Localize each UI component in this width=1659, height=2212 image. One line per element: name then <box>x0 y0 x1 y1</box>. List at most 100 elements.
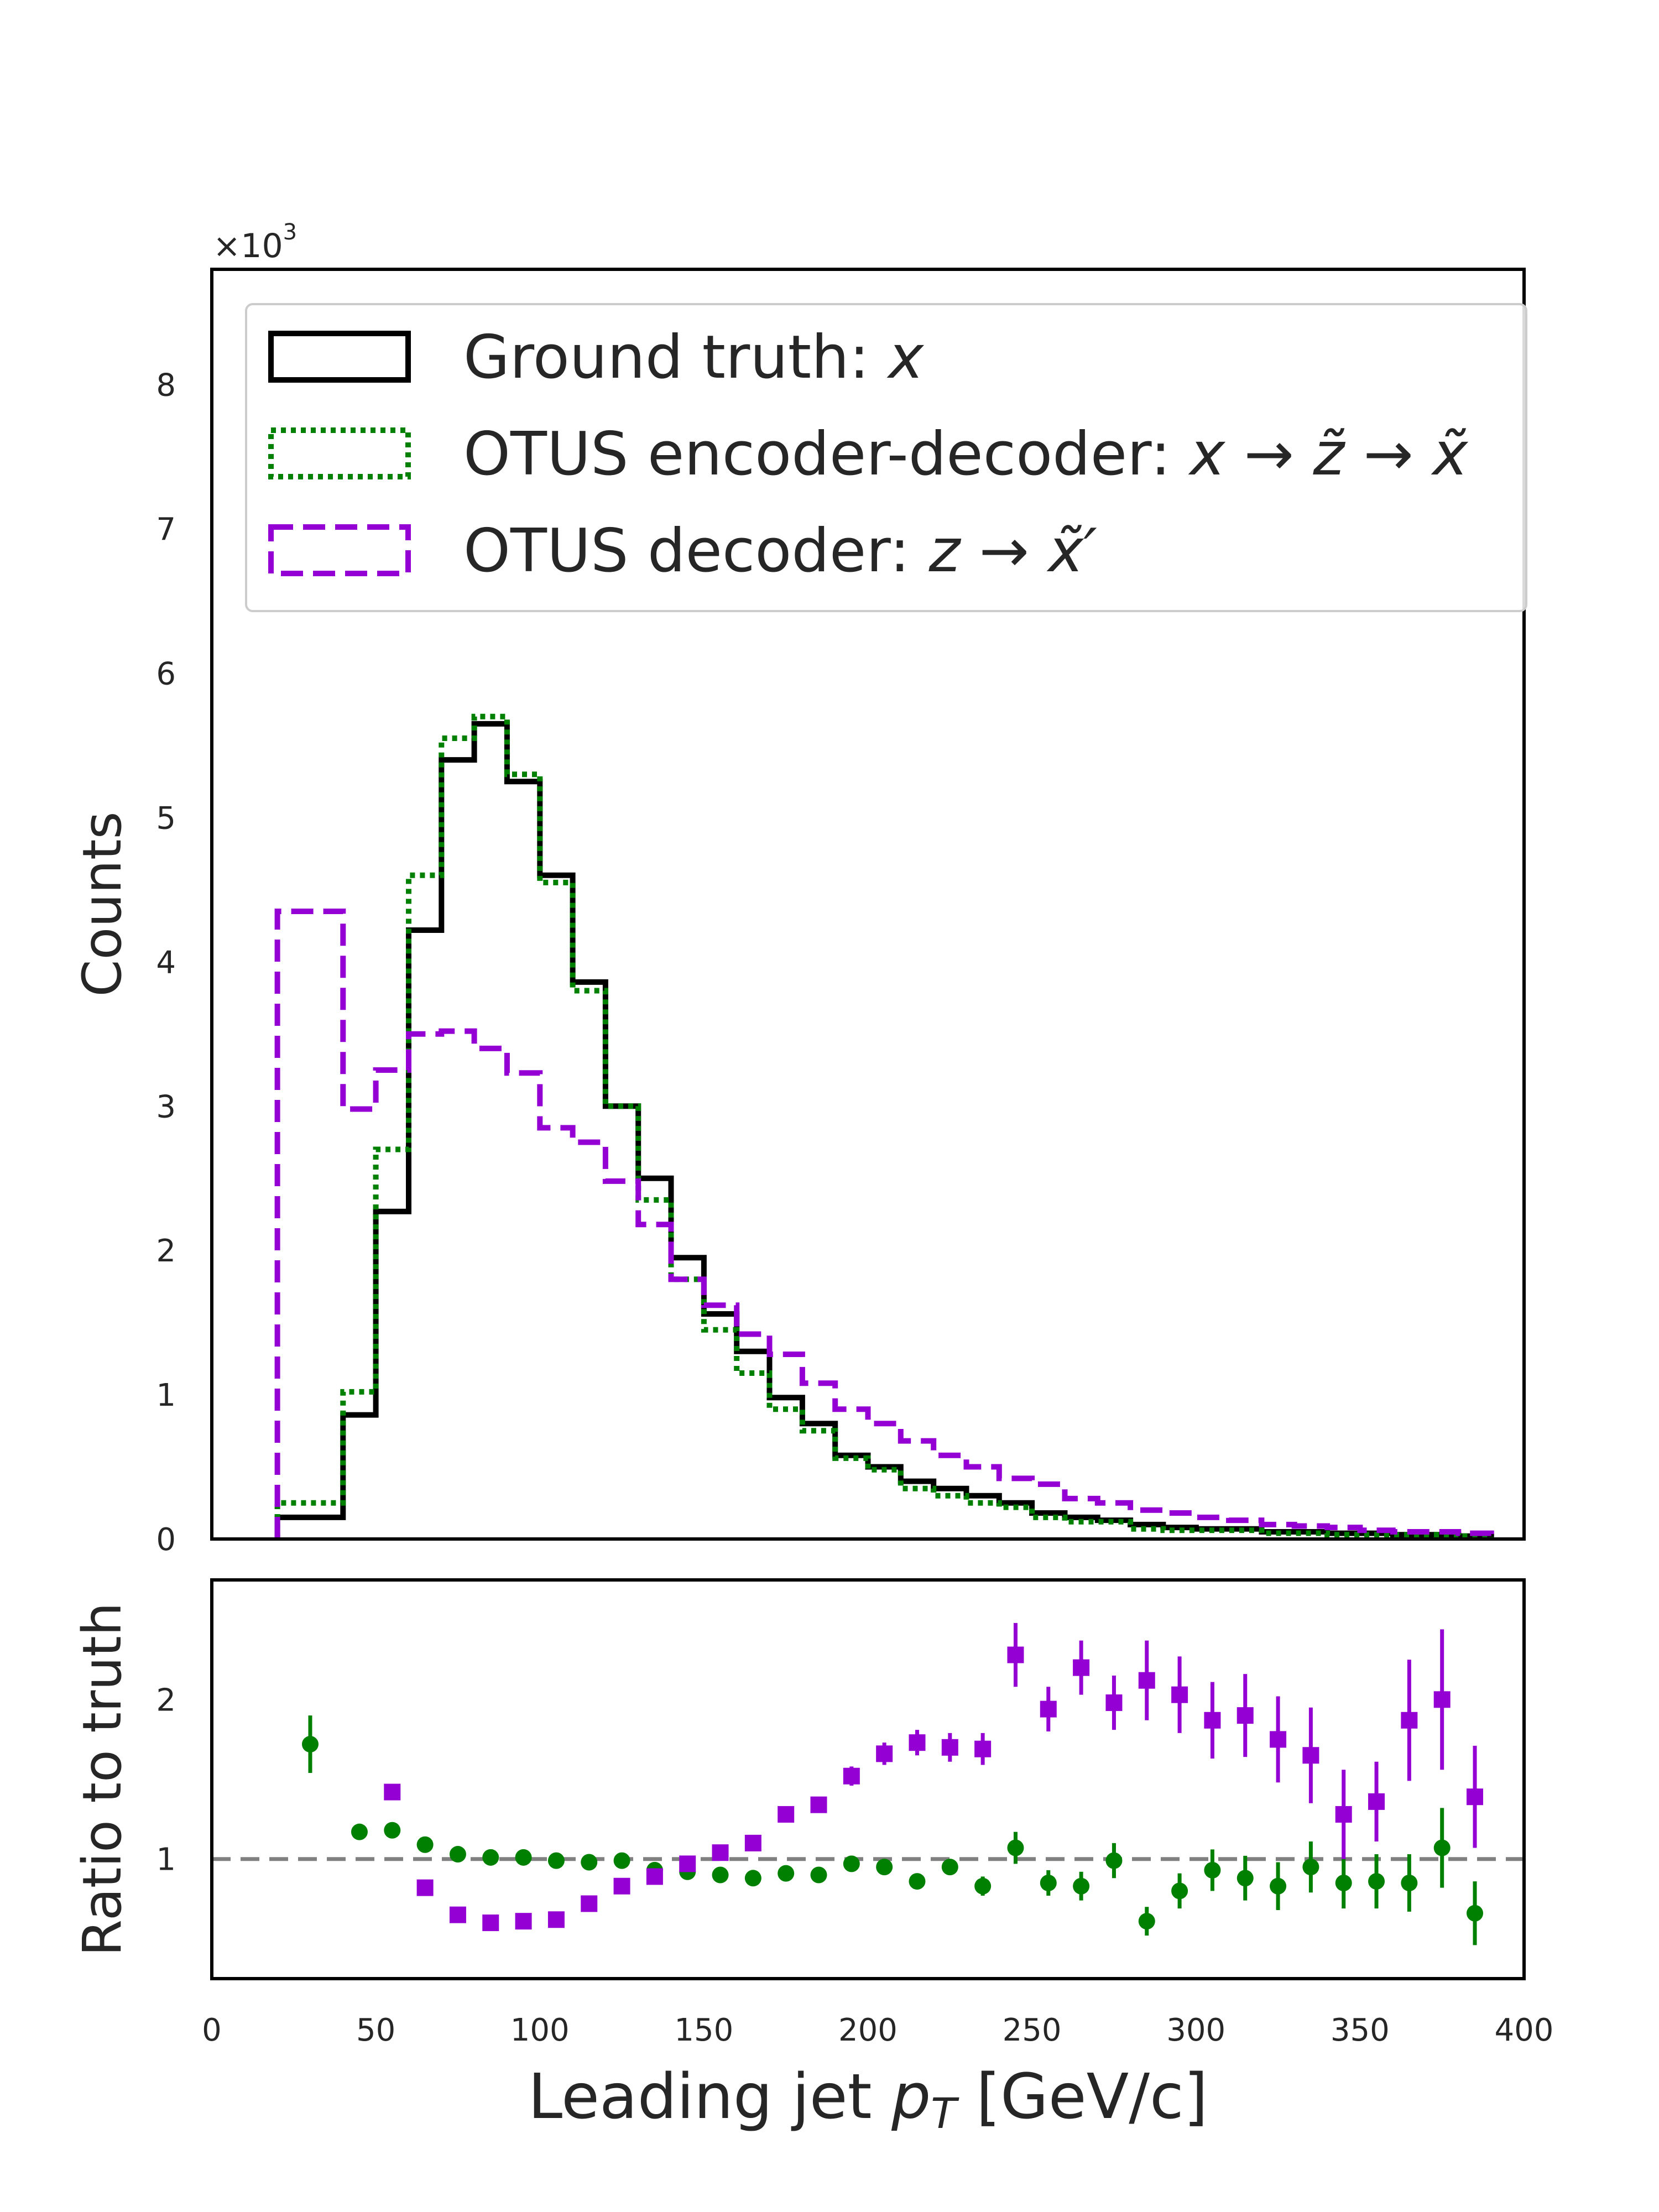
x-tick-label-0: 0 <box>202 2012 222 2048</box>
ratio-point-1-1 <box>416 1879 434 1896</box>
ratio-point-0-1 <box>351 1823 368 1840</box>
main-y-tick-label-3: 3 <box>156 1089 176 1125</box>
main-y-tick-label-1: 1 <box>156 1378 176 1413</box>
ratio-point-0-4 <box>449 1846 466 1863</box>
histogram-series-2 <box>274 909 1494 1539</box>
main-y-tick-label-4: 4 <box>156 945 176 980</box>
x-tick-label-4: 200 <box>838 2012 898 2048</box>
x-axis-title-text: Leading jet <box>528 2061 891 2133</box>
ratio-point-0-23 <box>1073 1877 1090 1895</box>
x-tick-label-7: 350 <box>1331 2012 1390 2048</box>
ratio-point-0-32 <box>1368 1873 1385 1890</box>
ratio-point-1-11 <box>744 1834 761 1851</box>
ratio-series-1 <box>384 1623 1484 1932</box>
ratio-point-1-31 <box>1401 1712 1418 1729</box>
x-tick-label-5: 250 <box>1003 2012 1062 2048</box>
ratio-y-tick-label-1: 2 <box>156 1682 176 1718</box>
ratio-point-0-12 <box>712 1866 729 1884</box>
legend-swatch-0 <box>268 331 411 383</box>
ratio-point-0-9 <box>613 1852 630 1869</box>
ratio-panel: 1 2 Ratio to truth 0 50 100 150 200 250 300 350 400… <box>71 1578 1554 2138</box>
ratio-point-1-0 <box>384 1783 401 1801</box>
histogram-series-1 <box>274 713 1494 1539</box>
legend-swatch-1 <box>268 427 411 479</box>
ratio-point-1-32 <box>1433 1691 1451 1708</box>
ratio-point-1-8 <box>646 1868 663 1885</box>
x-axis-title-math: p <box>891 2061 931 2133</box>
ratio-point-0-17 <box>876 1859 893 1876</box>
x-tick-label-8: 400 <box>1495 2012 1554 2048</box>
y-multiplier-exponent: 3 <box>283 220 297 245</box>
legend-swatch-2 <box>268 524 411 576</box>
ratio-point-1-33 <box>1467 1788 1484 1806</box>
ratio-point-1-15 <box>876 1745 893 1762</box>
ratio-y-tick-label-0: 1 <box>156 1842 176 1878</box>
main-y-axis-title: Counts <box>71 811 133 997</box>
ratio-point-1-7 <box>613 1877 630 1895</box>
ratio-point-1-21 <box>1073 1659 1090 1676</box>
ratio-point-0-6 <box>515 1849 532 1866</box>
legend-label-text-2: OTUS decoder: <box>463 517 929 586</box>
ratio-series-0 <box>301 1715 1484 1945</box>
ratio-point-0-29 <box>1270 1877 1287 1895</box>
x-tick-label-6: 300 <box>1166 2012 1225 2048</box>
ratio-point-1-28 <box>1302 1747 1319 1764</box>
ratio-point-0-26 <box>1171 1882 1188 1900</box>
ratio-point-1-22 <box>1105 1694 1123 1712</box>
main-y-tick-label-6: 6 <box>156 656 176 692</box>
ratio-point-1-26 <box>1237 1707 1254 1724</box>
ratio-point-0-19 <box>941 1859 958 1876</box>
legend-label-text-1: OTUS encoder-decoder: <box>463 420 1190 489</box>
legend-label-0: Ground truth: x <box>463 323 924 392</box>
ratio-point-1-4 <box>515 1913 532 1930</box>
ratio-point-1-3 <box>482 1914 499 1932</box>
ratio-point-0-0 <box>301 1736 319 1753</box>
ratio-point-0-28 <box>1237 1870 1254 1887</box>
ratio-point-0-5 <box>482 1849 499 1866</box>
legend-label-1: OTUS encoder-decoder: x → z̃ → x̃ <box>463 420 1468 489</box>
ratio-point-0-2 <box>384 1822 401 1839</box>
ratio-point-0-13 <box>744 1870 761 1887</box>
ratio-point-0-24 <box>1105 1852 1123 1869</box>
ratio-point-1-5 <box>547 1911 565 1928</box>
ratio-point-1-17 <box>941 1739 958 1756</box>
ratio-point-1-6 <box>581 1895 598 1912</box>
ratio-point-1-29 <box>1335 1806 1352 1823</box>
main-plot-frame <box>210 268 1526 1541</box>
main-y-tick-label-8: 8 <box>156 368 176 404</box>
ratio-point-0-15 <box>810 1866 827 1884</box>
ratio-point-1-18 <box>974 1740 992 1757</box>
legend-label-text-0: Ground truth: <box>463 323 888 392</box>
ratio-point-1-20 <box>1040 1700 1057 1718</box>
ratio-point-0-21 <box>1007 1839 1024 1856</box>
ratio-point-0-33 <box>1401 1874 1418 1891</box>
ratio-point-1-24 <box>1171 1686 1188 1703</box>
main-y-tick-label-7: 7 <box>156 512 176 548</box>
main-y-tick-label-0: 0 <box>156 1522 176 1558</box>
ratio-point-0-18 <box>909 1873 926 1890</box>
ratio-point-0-34 <box>1433 1839 1451 1856</box>
x-tick-label-3: 150 <box>674 2012 733 2048</box>
legend-label-math-1: x → z̃ → x̃ <box>1188 420 1468 489</box>
ratio-point-1-16 <box>909 1734 926 1751</box>
main-y-tick-label-5: 5 <box>156 800 176 836</box>
ratio-point-1-14 <box>843 1767 860 1785</box>
x-axis-title: Leading jet pT [GeV/c] <box>528 2061 1208 2138</box>
x-axis-title-units: [GeV/c] <box>957 2061 1208 2133</box>
ratio-point-0-8 <box>581 1854 598 1871</box>
ratio-plot-frame <box>210 1578 1526 1980</box>
legend-box <box>245 303 1527 612</box>
ratio-point-1-13 <box>810 1796 827 1813</box>
ratio-point-0-31 <box>1335 1874 1352 1891</box>
ratio-point-1-25 <box>1204 1712 1221 1729</box>
ratio-point-1-30 <box>1368 1793 1385 1810</box>
x-axis-title-subscript: T <box>931 2089 959 2138</box>
ratio-point-1-12 <box>778 1806 795 1823</box>
ratio-point-1-10 <box>712 1844 729 1861</box>
ratio-point-0-20 <box>974 1877 992 1895</box>
ratio-point-1-2 <box>449 1906 466 1923</box>
ratio-point-0-22 <box>1040 1874 1057 1891</box>
ratio-point-1-23 <box>1138 1672 1155 1689</box>
